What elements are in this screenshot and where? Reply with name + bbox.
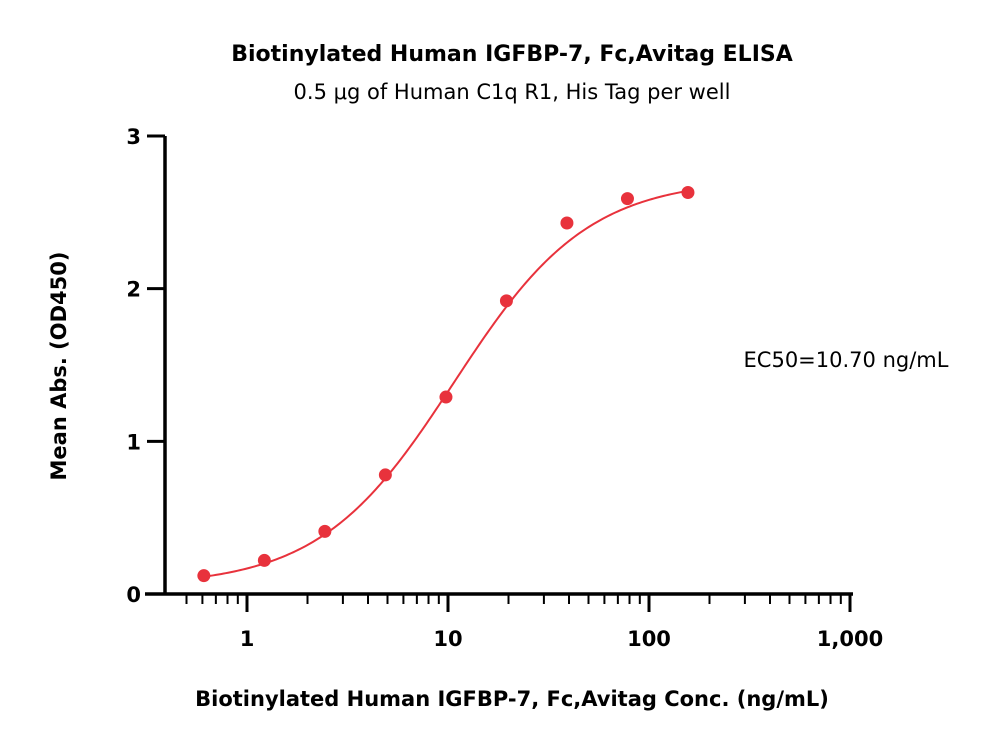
ec50-annotation: EC50=10.70 ng/mL	[744, 348, 949, 372]
x-tick-label: 100	[627, 627, 671, 651]
x-tick-label: 1	[240, 627, 255, 651]
y-tick-label: 1	[126, 430, 141, 454]
y-tick-label: 3	[126, 125, 141, 149]
x-axis-label: Biotinylated Human IGFBP-7, Fc,Avitag Co…	[195, 687, 829, 711]
y-axis-label: Mean Abs. (OD450)	[47, 252, 71, 481]
data-point	[560, 216, 574, 230]
fit-layer	[203, 189, 689, 578]
data-point	[499, 294, 513, 308]
chart-subtitle: 0.5 μg of Human C1q R1, His Tag per well	[294, 80, 731, 104]
y-tick-label: 0	[126, 583, 141, 607]
axes: 0 1 2 3 1 10 100 1,000	[126, 125, 883, 651]
data-point	[620, 192, 634, 206]
chart-title: Biotinylated Human IGFBP-7, Fc,Avitag EL…	[231, 42, 793, 67]
data-points	[197, 185, 695, 583]
x-tick-label: 1,000	[817, 627, 883, 651]
data-point	[439, 390, 453, 404]
data-point	[378, 468, 392, 482]
data-point	[197, 569, 211, 583]
data-point	[681, 185, 695, 199]
fit-curve	[203, 189, 689, 578]
y-tick-label: 2	[126, 278, 141, 302]
x-tick-label: 10	[433, 627, 462, 651]
data-point	[318, 524, 332, 538]
data-point	[257, 553, 271, 567]
